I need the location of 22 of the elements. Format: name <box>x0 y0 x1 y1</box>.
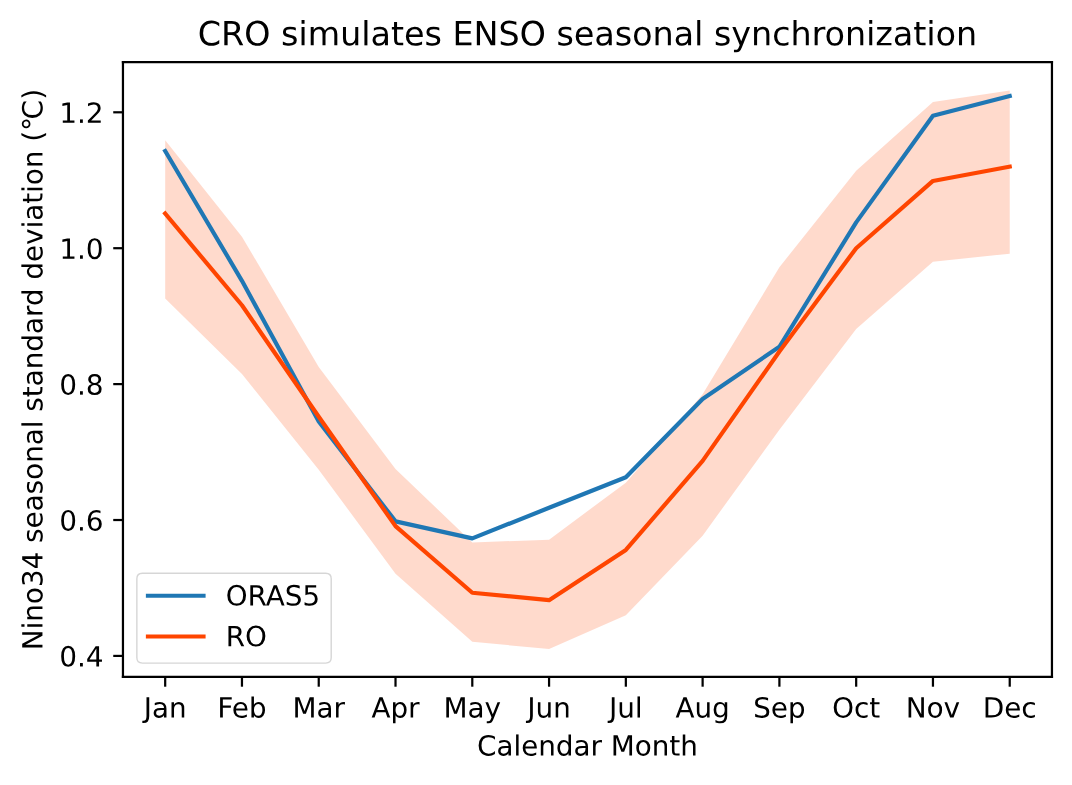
x-tick-label: Jul <box>607 696 640 724</box>
x-tick-label: Jun <box>525 697 569 724</box>
y-tick-label: 0.8 <box>61 374 102 396</box>
x-axis-title: Calendar Month <box>478 734 696 756</box>
x-tick-label: May <box>446 697 501 724</box>
x-tick-label: Sep <box>755 696 805 724</box>
x-tick-label: Feb <box>220 696 266 718</box>
chart-title: CRO simulates ENSO seasonal synchronization <box>199 20 975 53</box>
y-tick-label: 0.4 <box>61 645 102 667</box>
x-tick-label: Jan <box>142 697 185 724</box>
legend-label: RO <box>228 625 266 647</box>
x-tick-label: Dec <box>985 697 1035 718</box>
x-tick-label: Aug <box>675 697 728 724</box>
x-tick-label: Mar <box>295 697 345 718</box>
x-tick-label: Nov <box>908 697 960 718</box>
x-tick-label: Apr <box>371 697 420 724</box>
legend-label: ORAS5 <box>227 584 318 606</box>
y-axis-title: Nino34 seasonal standard deviation (℃) <box>21 91 47 648</box>
x-tick-label: Oct <box>833 696 880 718</box>
y-tick-label: 1.2 <box>62 102 101 123</box>
y-tick-label: 0.6 <box>61 509 102 531</box>
y-tick-label: 1.0 <box>62 238 102 260</box>
